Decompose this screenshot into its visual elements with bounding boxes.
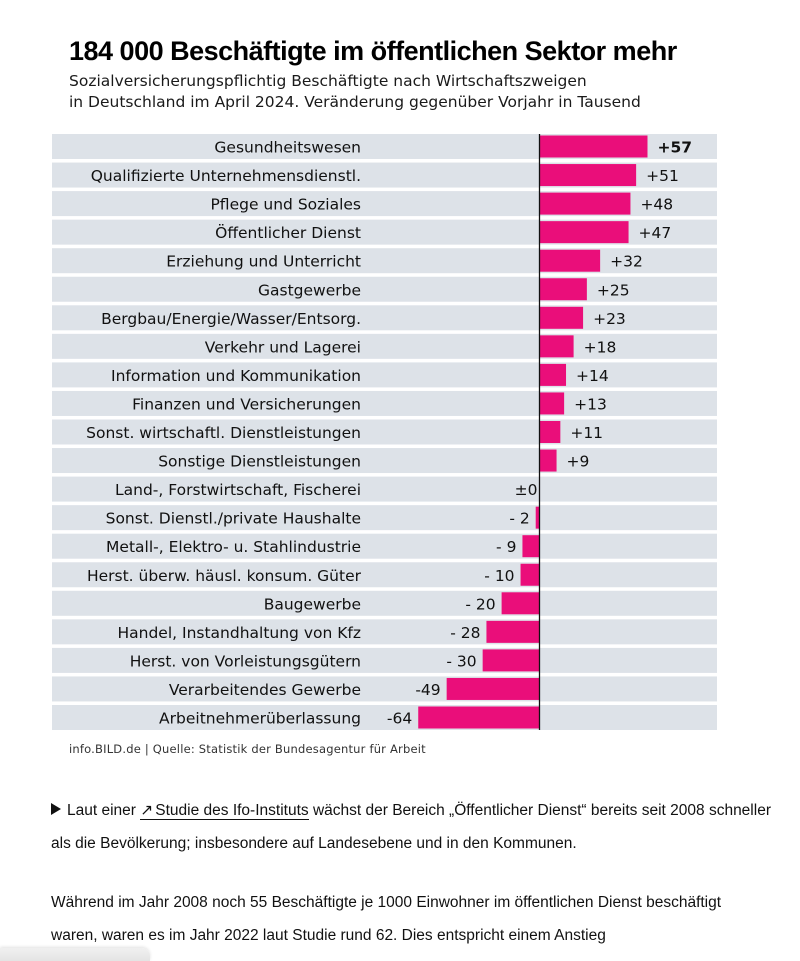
ifo-study-link-label: Studie des Ifo-Instituts	[155, 802, 309, 819]
category-label: Bergbau/Energie/Wasser/Entsorg.	[101, 310, 361, 328]
bar	[539, 363, 567, 386]
value-label: - 9	[496, 538, 516, 556]
value-label: +9	[567, 453, 590, 471]
value-label: +51	[646, 167, 679, 185]
category-label: Metall-, Elektro- u. Stahlindustrie	[106, 538, 361, 556]
value-label: +11	[570, 424, 603, 442]
para1-text: wächst der Bereich „Öffentlicher Dienst“…	[51, 802, 771, 852]
row-band	[52, 362, 717, 388]
value-label: +48	[640, 196, 673, 214]
value-label: - 2	[509, 510, 529, 528]
value-label: - 28	[450, 624, 480, 642]
value-label: - 30	[446, 652, 476, 670]
value-label: -49	[415, 681, 440, 699]
bar	[501, 592, 540, 615]
bar	[539, 221, 629, 244]
category-label: Handel, Instandhaltung von Kfz	[117, 624, 361, 642]
value-label: +32	[610, 253, 643, 271]
bar	[539, 278, 587, 301]
row-band	[52, 705, 717, 730]
category-label: Sonst. Dienstl./private Haushalte	[106, 510, 361, 528]
row-band	[52, 248, 717, 274]
category-label: Verkehr und Lagerei	[205, 338, 361, 356]
chart-title: 184 000 Beschäftigte im öffentlichen Sek…	[69, 36, 677, 66]
row-band	[52, 276, 717, 302]
external-link-arrow-icon: ↗	[140, 802, 154, 819]
value-label: ±0	[515, 481, 538, 499]
row-band	[52, 619, 717, 645]
category-label: Baugewerbe	[264, 595, 361, 613]
bar	[539, 335, 574, 358]
row-band	[52, 333, 717, 359]
row-band	[52, 590, 717, 616]
bars	[418, 135, 648, 729]
bar	[539, 164, 637, 187]
value-label: +13	[574, 395, 607, 413]
row-band	[52, 676, 717, 702]
row-band	[52, 505, 717, 531]
category-label: Gesundheitswesen	[214, 139, 361, 157]
value-label: - 20	[465, 595, 495, 613]
bar	[539, 421, 561, 443]
category-label: Herst. von Vorleistungsgütern	[130, 652, 361, 670]
bar	[520, 563, 540, 586]
value-label: +25	[597, 281, 630, 299]
bar	[486, 620, 540, 643]
category-label: Öffentlicher Dienst	[215, 223, 361, 242]
bar	[539, 392, 565, 415]
category-label: Sonstige Dienstleistungen	[158, 453, 361, 471]
value-label: +18	[584, 338, 617, 356]
category-label: Information und Kommunikation	[111, 367, 361, 385]
bar	[539, 449, 557, 472]
category-label: Verarbeitendes Gewerbe	[169, 681, 361, 699]
category-label: Finanzen und Versicherungen	[132, 395, 361, 413]
bar	[539, 249, 601, 272]
row-band	[52, 476, 717, 502]
article-paragraph-1: Laut einer ↗ Studie des Ifo-Instituts wäc…	[51, 794, 771, 860]
value-label: - 10	[484, 567, 514, 585]
bottom-overlay-tab	[0, 948, 150, 961]
row-band	[52, 390, 717, 416]
value-label: +57	[658, 139, 693, 157]
bar	[539, 135, 648, 158]
chart-source: info.BILD.de | Quelle: Statistik der Bun…	[69, 742, 426, 756]
row-band	[52, 647, 717, 673]
value-label: +14	[576, 367, 609, 385]
bar	[539, 306, 584, 329]
category-label: Qualifizierte Unternehmensdienstl.	[91, 167, 361, 185]
category-label: Sonst. wirtschaftl. Dienstleistungen	[86, 424, 361, 442]
category-label: Land-, Forstwirtschaft, Fischerei	[115, 481, 361, 499]
row-band	[52, 448, 717, 474]
ifo-study-link[interactable]: ↗ Studie des Ifo-Instituts	[140, 802, 309, 820]
bar-chart: Gesundheitswesen Qualifizierte Unternehme…	[52, 134, 717, 730]
category-label: Erziehung und Unterricht	[166, 253, 361, 271]
category-label: Gastgewerbe	[258, 281, 361, 299]
bar	[482, 649, 540, 672]
value-label: -64	[387, 710, 412, 728]
category-label: Arbeitnehmerüberlassung	[159, 710, 361, 728]
category-label: Herst. überw. häusl. konsum. Güter	[87, 567, 362, 585]
category-label: Pflege und Soziales	[210, 196, 361, 214]
value-label: +47	[639, 224, 672, 242]
bar	[446, 677, 540, 700]
value-labels: +57 +51 +48 +47 +32 +25 +23 +18 +14 +13 +11 +9 ±0 - 2…	[387, 139, 692, 728]
subtitle-line-2: in Deutschland im April 2024. Veränderun…	[69, 93, 641, 111]
play-icon	[51, 803, 61, 815]
bar	[418, 706, 540, 729]
category-labels: Gesundheitswesen Qualifizierte Unternehme…	[86, 139, 361, 728]
row-band	[52, 533, 717, 559]
para1-intro: Laut einer	[67, 802, 136, 819]
row-bands	[52, 134, 717, 730]
subtitle-line-1: Sozialversicherungspflichtig Beschäftigt…	[69, 72, 587, 90]
article-paragraph-2: Während im Jahr 2008 noch 55 Beschäftigt…	[51, 894, 722, 944]
bar	[522, 535, 540, 558]
row-band	[52, 562, 717, 588]
value-label: +23	[593, 310, 626, 328]
row-band	[52, 419, 717, 445]
chart-subtitle: Sozialversicherungspflichtig Beschäftigt…	[69, 71, 641, 113]
bar	[535, 506, 540, 529]
row-band	[52, 305, 717, 331]
bar	[539, 192, 631, 215]
